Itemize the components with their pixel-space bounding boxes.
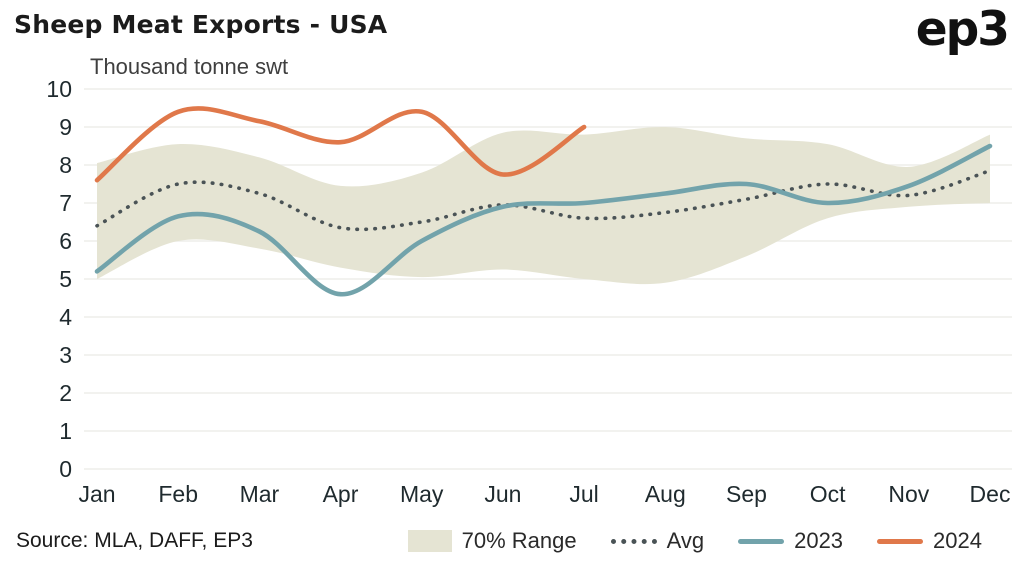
y-tick-label: 6 <box>59 228 72 254</box>
legend-item-range: 70% Range <box>407 528 577 554</box>
y-tick-label: 4 <box>59 304 72 330</box>
x-tick-label: May <box>400 481 444 507</box>
legend-label-avg: Avg <box>666 528 705 553</box>
ep3-logo: ep3 <box>915 2 1010 57</box>
chart: 0 1 2 3 4 5 6 7 8 9 10 Jan Feb Mar Apr May Jun Jul Aug Sep O… <box>46 76 1012 507</box>
line-avg <box>95 168 992 232</box>
line-2024-swatch <box>877 538 924 544</box>
page-title: Sheep Meat Exports - USA <box>14 10 388 39</box>
y-tick-label: 10 <box>46 76 72 102</box>
y-tick-label: 9 <box>59 114 72 140</box>
x-tick-label: Nov <box>888 481 929 507</box>
chart-footer: Source: MLA, DAFF, EP3 70% Range Avg 202… <box>0 520 1024 562</box>
range-swatch <box>407 530 452 552</box>
x-tick-label: Mar <box>240 481 280 507</box>
x-tick-label: Dec <box>970 481 1011 507</box>
x-tick-label: Feb <box>158 481 198 507</box>
x-tick-label: Jan <box>78 481 115 507</box>
legend: 70% Range Avg 2023 2024 <box>407 528 982 554</box>
y-tick-label: 2 <box>59 380 72 406</box>
line-2023-swatch <box>738 538 785 544</box>
legend-label-range: 70% Range <box>461 528 577 553</box>
legend-item-2023: 2023 <box>738 528 843 554</box>
x-tick-label: Sep <box>726 481 767 507</box>
y-axis-labels: 0 1 2 3 4 5 6 7 8 9 10 <box>46 76 72 482</box>
legend-item-avg: Avg <box>610 528 705 554</box>
y-tick-label: 1 <box>59 418 72 444</box>
y-tick-label: 8 <box>59 152 72 178</box>
y-tick-label: 0 <box>59 456 72 482</box>
chart-area: 0 1 2 3 4 5 6 7 8 9 10 Jan Feb Mar Apr May Jun Jul Aug Sep O… <box>0 62 1024 510</box>
y-tick-label: 3 <box>59 342 72 368</box>
y-tick-label: 7 <box>59 190 72 216</box>
x-tick-label: Jun <box>484 481 521 507</box>
x-tick-label: Apr <box>323 481 359 507</box>
avg-swatch <box>610 538 657 544</box>
x-tick-label: Jul <box>569 481 598 507</box>
x-tick-label: Oct <box>810 481 846 507</box>
x-tick-label: Aug <box>645 481 686 507</box>
source-text: Source: MLA, DAFF, EP3 <box>16 529 253 552</box>
y-tick-label: 5 <box>59 266 72 292</box>
legend-item-2024: 2024 <box>877 528 982 554</box>
x-axis-labels: Jan Feb Mar Apr May Jun Jul Aug Sep Oct Nov Dec <box>78 481 1010 507</box>
line-2023 <box>94 143 993 297</box>
legend-label-2023: 2023 <box>794 528 844 553</box>
line-2024 <box>94 106 587 183</box>
legend-label-2024: 2024 <box>933 528 982 553</box>
y-axis-unit-label: Thousand tonne swt <box>90 54 289 79</box>
